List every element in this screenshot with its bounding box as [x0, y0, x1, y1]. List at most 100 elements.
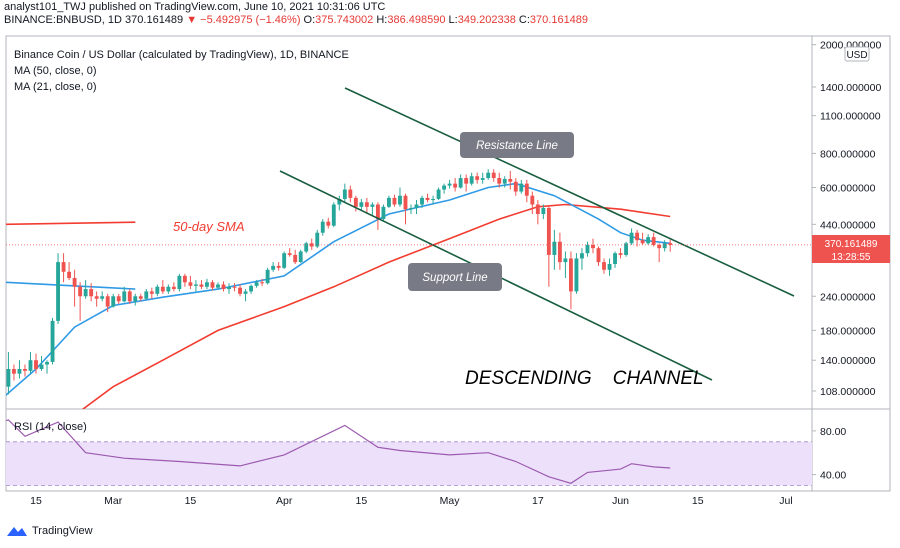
moving-averages	[6, 182, 671, 409]
close-value: 370.161489	[529, 14, 589, 26]
price-tick-label: 240.000000	[820, 291, 876, 303]
candle-body	[182, 275, 187, 283]
candle-body	[28, 360, 33, 371]
candle-body	[265, 269, 270, 284]
candle-body	[508, 178, 513, 182]
candle-body	[149, 291, 154, 294]
rsi-band	[6, 441, 812, 486]
candle-body	[61, 262, 66, 272]
candle-body	[375, 204, 380, 220]
price-tick-label: 440.000000	[820, 219, 876, 231]
support-label-box	[408, 263, 502, 291]
candle-body	[12, 369, 16, 374]
candle-body	[513, 181, 518, 192]
candle-body	[491, 172, 496, 179]
candle-body	[552, 241, 557, 255]
price-tick-label: 1400.000000	[820, 82, 881, 94]
candle-body	[431, 198, 435, 201]
candle-body	[205, 282, 209, 287]
candle-body	[580, 253, 584, 259]
bar-countdown: 13:28:55	[832, 252, 871, 263]
tradingview-brand: TradingView	[32, 525, 93, 537]
time-tick-label: Jul	[779, 495, 792, 507]
candle-body	[425, 197, 430, 201]
candle-body	[315, 232, 320, 247]
candle-body	[243, 291, 248, 294]
candle-body	[602, 262, 606, 270]
low-value: 349.202338	[457, 14, 516, 26]
candle-body	[392, 197, 397, 205]
legend-title: Binance Coin / US Dollar (calculated by …	[14, 49, 349, 61]
candle-body	[519, 183, 524, 192]
open-value: 375.743002	[315, 14, 374, 26]
ohlc-bar: BINANCE:BNBUSD, 1D 370.161489 ▼ −5.49297…	[4, 14, 588, 26]
resistance-label: Resistance Line	[476, 140, 558, 152]
candle-body	[293, 254, 298, 263]
candle-body	[613, 253, 617, 264]
rsi-line	[6, 419, 671, 484]
price-axis: 2000.0000001400.0000001100.000000800.000…	[6, 40, 881, 398]
candle-body	[557, 241, 562, 263]
candle-body	[160, 286, 165, 292]
candle-body	[67, 271, 72, 278]
rsi-pane: 80.00 40.00	[6, 419, 846, 486]
price-tick-label: 140.000000	[820, 355, 876, 367]
ma50-line	[81, 203, 671, 409]
candle-body	[591, 244, 595, 249]
candle-body	[155, 286, 160, 294]
candle-body	[171, 286, 176, 290]
candle-body	[486, 172, 491, 179]
sma-label: 50-day SMA	[173, 219, 245, 234]
candle-body	[227, 286, 231, 290]
candle-body	[326, 221, 331, 226]
candle-body	[414, 204, 419, 208]
candle-body	[276, 265, 281, 268]
candle-body	[453, 183, 458, 188]
candle-body	[348, 189, 353, 198]
candle-body	[17, 369, 22, 374]
time-tick-label: 15	[692, 495, 704, 507]
descending-channel-label: DESCENDING CHANNEL	[465, 368, 704, 389]
high-label: H:	[376, 14, 388, 26]
candle-body	[475, 176, 480, 180]
candle-body	[442, 185, 447, 190]
annotations: Resistance Line Support Line 50-day SMA DES…	[173, 87, 795, 389]
candle-body	[370, 204, 375, 207]
rsi-tick-label: 40.00	[820, 470, 846, 482]
candle-body	[568, 258, 573, 292]
price-tick-label: 600.000000	[820, 183, 876, 195]
candle-body	[381, 206, 386, 220]
candle-body	[420, 197, 424, 205]
candle-body	[359, 202, 364, 207]
candle-body	[387, 197, 391, 207]
currency-badge[interactable]	[844, 46, 870, 62]
time-tick-label: Apr	[276, 495, 293, 507]
candle-body	[122, 291, 127, 302]
candle-body	[221, 284, 226, 290]
last-price-tag	[812, 235, 890, 263]
candle-body	[39, 364, 44, 370]
candle-body	[651, 237, 656, 245]
tradingview-footer[interactable]: TradingView	[6, 524, 93, 538]
candle-body	[298, 251, 303, 263]
candle-body	[624, 243, 629, 255]
change-value: ▼ −5.492975 (−1.46%)	[186, 14, 301, 26]
candle-body	[469, 176, 474, 184]
candle-body	[497, 178, 502, 184]
high-value: 386.498590	[387, 14, 446, 26]
resistance-trendline	[344, 87, 795, 297]
candle-body	[138, 296, 143, 299]
time-tick-label: 15	[185, 495, 197, 507]
candle-body	[541, 207, 546, 215]
candle-body	[105, 296, 110, 307]
candle-body	[34, 360, 38, 370]
price-tick-label: 108.000000	[820, 386, 876, 398]
candle-body	[320, 221, 325, 233]
symbol-label: BINANCE:BNBUSD, 1D	[4, 14, 122, 26]
candle-body	[585, 244, 590, 254]
candle-body	[50, 320, 55, 362]
open-label: O:	[303, 14, 316, 26]
candle-body	[287, 253, 292, 255]
candle-body	[127, 291, 132, 302]
